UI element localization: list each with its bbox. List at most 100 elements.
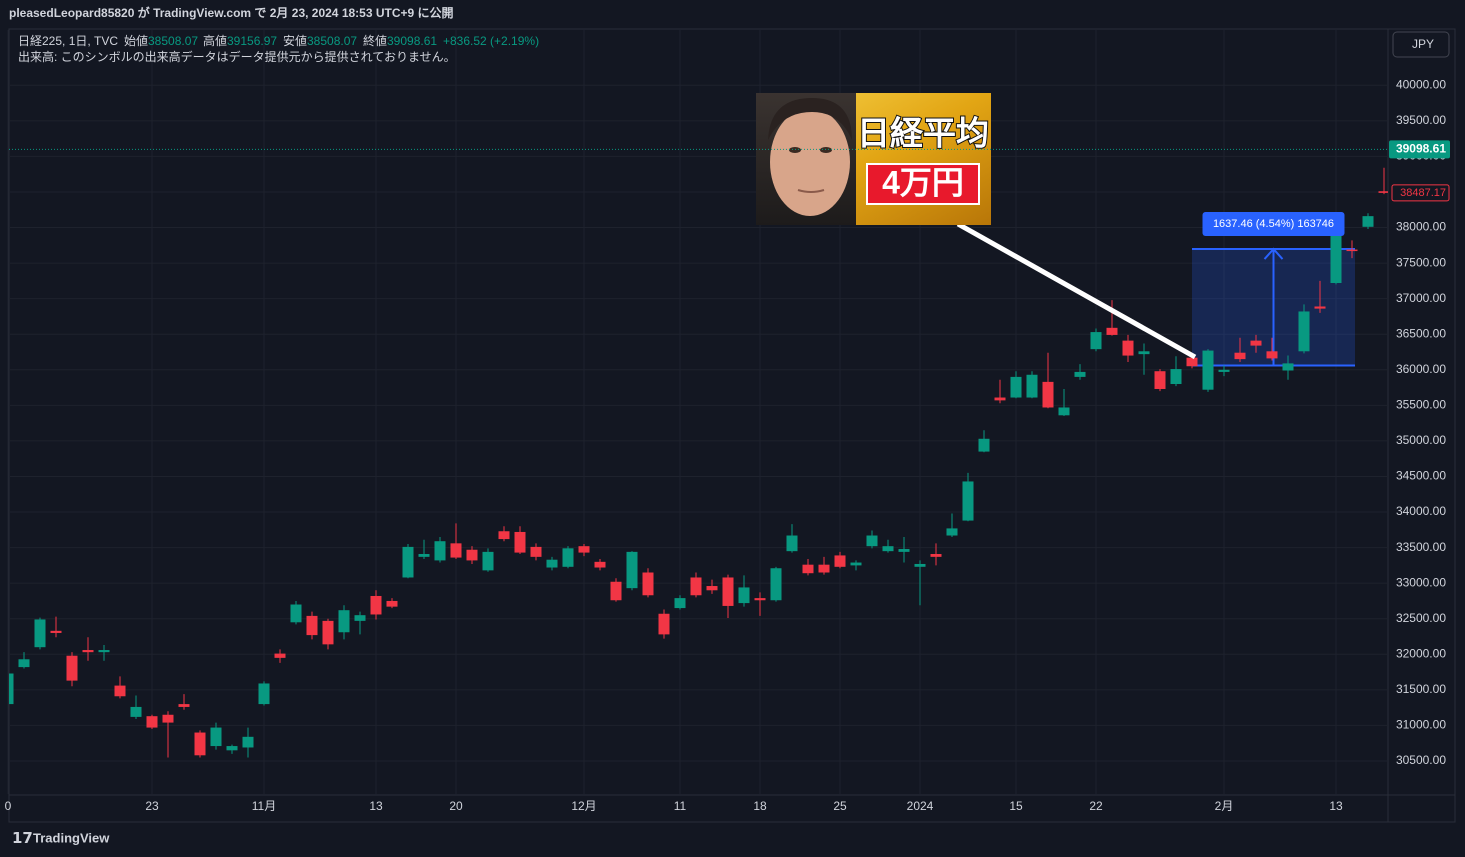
button-label[interactable]: JPY: [1412, 37, 1434, 51]
candle-body: [690, 577, 702, 596]
legend-value: 38508.07: [148, 34, 198, 48]
candle-body: [226, 746, 238, 751]
x-tick-label: 0: [5, 799, 12, 813]
candle-body: [882, 546, 894, 552]
y-tick-label: 36500.00: [1396, 326, 1446, 340]
candle-body: [50, 630, 62, 633]
eye: [789, 147, 801, 153]
legend-value: 39098.61: [387, 34, 437, 48]
candle-body: [1250, 340, 1262, 346]
y-tick-label: 40000.00: [1396, 77, 1446, 91]
candle-body: [434, 541, 446, 561]
face: [770, 108, 850, 216]
candle-body: [466, 549, 478, 561]
candle-body: [498, 531, 510, 540]
candle-body: [146, 716, 158, 728]
price-tag: [1389, 140, 1450, 159]
candle-body: [34, 619, 46, 648]
thumbnail-title: 日経平均: [857, 115, 989, 152]
x-tick-label: 13: [369, 799, 383, 813]
candle-body: [786, 535, 798, 552]
candle-body: [210, 727, 222, 747]
x-tick-label: 12月: [571, 799, 596, 813]
candle-body: [1202, 350, 1214, 390]
button-frame[interactable]: [1392, 31, 1450, 58]
x-tick-label: 11月: [252, 799, 276, 813]
candle-body: [130, 706, 142, 717]
candle-body: [1346, 249, 1358, 252]
y-tick-label: 34000.00: [1396, 504, 1446, 518]
y-tick-label: 37500.00: [1396, 255, 1446, 269]
candle-body: [594, 561, 606, 568]
candle-body: [818, 564, 830, 573]
currency-button[interactable]: JPY: [1392, 31, 1450, 58]
x-tick-label: 20: [449, 799, 463, 813]
y-tick-label: 36000.00: [1396, 362, 1446, 376]
x-tick-label: 2024: [907, 799, 934, 813]
candle-body: [514, 531, 526, 553]
candle-body: [1010, 376, 1022, 398]
chart-panel: [8, 28, 1456, 823]
y-tick-label: 39500.00: [1396, 113, 1446, 127]
thumbnail-subtitle: 4万円: [882, 164, 964, 200]
mouth: [797, 189, 825, 193]
candle-body: [546, 559, 558, 568]
candle-body: [9, 673, 14, 705]
candle-body: [1186, 357, 1198, 367]
candle-body: [1266, 351, 1278, 359]
candle-body: [626, 551, 638, 589]
y-tick-label: 35000.00: [1396, 433, 1446, 447]
close-tag-label: 38487.17: [1400, 187, 1446, 199]
axes: 30500.00 31000.00 31500.00 32000.00 32500.00…: [5, 77, 1447, 813]
publisher: pleasedLeopard85820 が TradingView.com で …: [9, 5, 454, 20]
y-tick-label: 33500.00: [1396, 540, 1446, 554]
y-tick-label: 34500.00: [1396, 469, 1446, 483]
candle-body: [418, 554, 430, 557]
measure-label-bg: [1202, 212, 1345, 237]
candle-body: [866, 535, 878, 547]
legend-label: 安値: [283, 33, 307, 48]
candle-body: [738, 587, 750, 604]
footer: 𝟭𝟳 TradingView: [12, 830, 110, 847]
candle-body: [578, 546, 590, 553]
price-tag-label: 39098.61: [1396, 142, 1446, 156]
candle-body: [978, 438, 990, 452]
volume-note: 出来高: このシンボルの出来高データはデータ提供元から提供されておりません。: [18, 49, 456, 64]
thumbnail-badge: [866, 163, 980, 205]
candle-body: [1106, 327, 1118, 335]
candle-body: [98, 650, 110, 653]
candle-body: [706, 586, 718, 591]
candle-body: [1026, 374, 1038, 398]
candle-body: [1074, 371, 1086, 377]
candle-body: [850, 562, 862, 566]
candle-body: [1282, 363, 1294, 371]
x-tick-label: 13: [1329, 799, 1343, 813]
candle-body: [562, 548, 574, 567]
candle-body: [1314, 306, 1326, 309]
y-tick-label: 31000.00: [1396, 718, 1446, 732]
candle-body: [1170, 369, 1182, 385]
candle-body: [642, 572, 654, 596]
candle-body: [1378, 191, 1388, 193]
legend-label: 高値: [203, 33, 227, 48]
candle-body: [1298, 311, 1310, 352]
x-tick-label: 2月: [1215, 799, 1234, 813]
x-tick-label: 15: [1009, 799, 1023, 813]
candle-body: [322, 620, 334, 645]
candle-body: [370, 595, 382, 615]
measure-label: 1637.46 (4.54%) 163746: [1213, 218, 1334, 230]
legend-label: 終値: [363, 33, 387, 48]
candle-body: [274, 653, 286, 658]
y-tick-label: 33000.00: [1396, 575, 1446, 589]
candle-body: [1122, 340, 1134, 356]
plot: [9, 167, 1388, 758]
brand-logo: 𝟭𝟳: [12, 830, 33, 847]
candle-body: [946, 528, 958, 536]
y-tick-label: 32000.00: [1396, 646, 1446, 660]
candle-body: [1138, 351, 1150, 355]
measure-arrowhead: [1263, 247, 1284, 260]
candle-body: [962, 481, 974, 521]
candle-body: [722, 577, 734, 606]
